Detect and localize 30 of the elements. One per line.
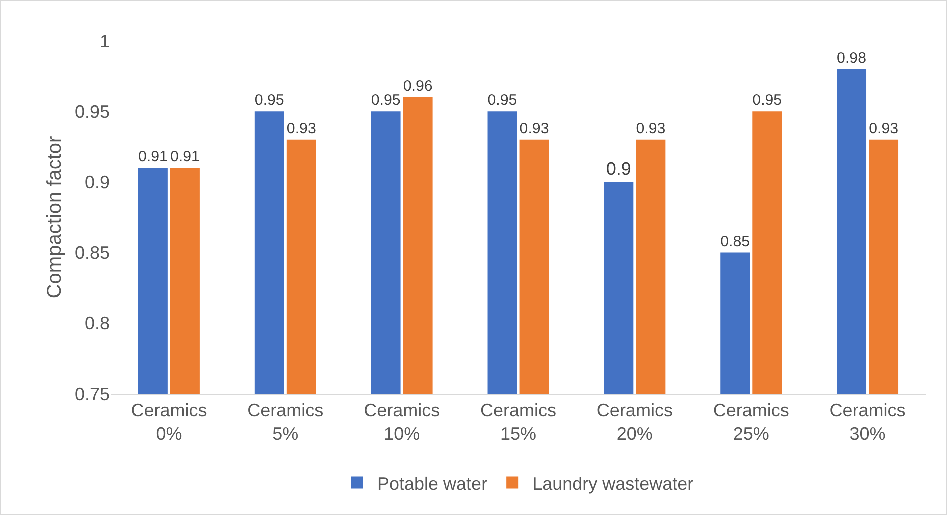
- y-tick-label: 0.85: [74, 243, 110, 264]
- data-label: 0.95: [371, 92, 401, 110]
- y-tick-label: 0.9: [84, 172, 110, 192]
- x-tick-label: Ceramics 25%: [713, 400, 790, 444]
- data-label: 0.93: [869, 120, 899, 138]
- legend-label: Potable water: [378, 474, 488, 494]
- y-tick-label: 0.8: [84, 314, 110, 334]
- data-label: 0.91: [138, 148, 168, 166]
- x-tick-label: Ceramics 20%: [596, 400, 673, 444]
- data-label: 0.98: [837, 50, 867, 67]
- x-tick-label: Ceramics 15%: [480, 400, 557, 444]
- y-axis-title: Compaction factor: [44, 136, 66, 299]
- data-label: 0.85: [720, 233, 750, 250]
- x-tick-label: Ceramics 30%: [830, 400, 906, 444]
- x-tick-label: Ceramics 10%: [364, 400, 440, 444]
- data-label: 0.93: [520, 120, 550, 138]
- legend-label: Laundry wastewater: [532, 474, 694, 494]
- data-label: 0.96: [403, 78, 433, 96]
- x-tick-label: Ceramics 0%: [131, 400, 208, 444]
- data-label: 0.93: [286, 120, 316, 138]
- y-tick-label: 0.95: [74, 102, 110, 122]
- data-label: 0.9: [606, 159, 632, 180]
- data-label: 0.95: [488, 92, 518, 110]
- data-label: 0.95: [254, 92, 284, 110]
- data-label: 0.95: [752, 92, 782, 110]
- y-tick-label: 0.75: [74, 384, 110, 404]
- data-label: 0.91: [170, 148, 200, 166]
- data-label: 0.93: [636, 120, 666, 138]
- x-tick-label: Ceramics 5%: [248, 400, 324, 444]
- y-tick-label: 1: [100, 31, 110, 52]
